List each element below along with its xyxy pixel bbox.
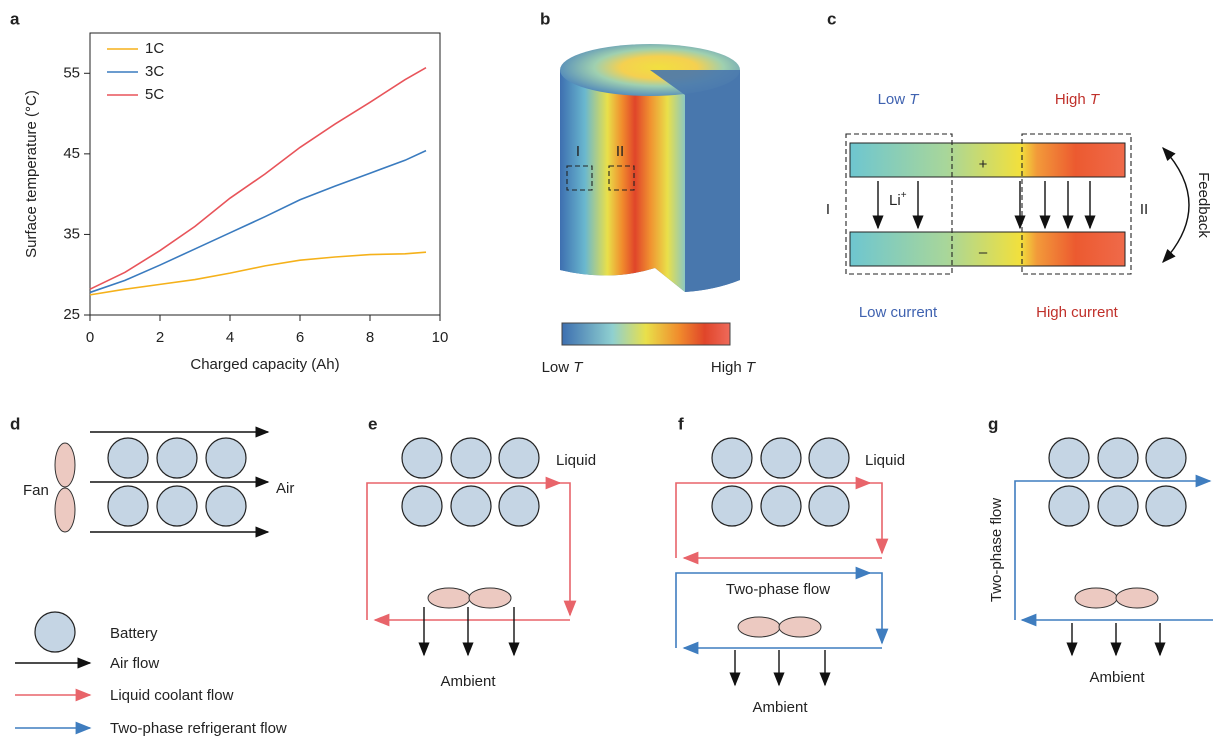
legend-label: 3C (145, 63, 164, 80)
legend-label: Liquid coolant flow (110, 687, 234, 704)
hybrid-cooling (676, 438, 882, 685)
y-tick-label: 25 (63, 306, 80, 323)
x-tick-label: 10 (432, 329, 449, 346)
two-phase-cooling (1015, 438, 1213, 655)
high-current: High current (1036, 304, 1119, 321)
panel-label: a (10, 9, 20, 28)
air-cooling (55, 432, 268, 532)
flow-label: Two-phase flow (726, 581, 830, 598)
liquid-cooling (367, 438, 570, 655)
y-tick-label: 35 (63, 225, 80, 242)
series-line (90, 68, 426, 290)
x-axis-label: Charged capacity (Ah) (190, 356, 339, 373)
legend-label: Battery (110, 625, 158, 642)
ion-label: Li+ (889, 190, 907, 209)
ambient-label: Ambient (1089, 669, 1145, 686)
medium-label: Liquid (556, 452, 596, 469)
ambient-label: Ambient (440, 673, 496, 690)
plus-sign: + (979, 156, 988, 173)
low-t: Low T (878, 91, 921, 108)
x-tick-label: 0 (86, 329, 94, 346)
region-label: II (1140, 201, 1148, 218)
high-t: High T (1055, 91, 1101, 108)
figure: a Charged capacity (Ah) Surface temperat… (0, 0, 1213, 739)
panel-label: c (827, 9, 836, 28)
medium-label: Liquid (865, 452, 905, 469)
legend-label: Two-phase refrigerant flow (110, 720, 287, 737)
region-label: I (826, 201, 830, 218)
positive-electrode (850, 143, 1125, 177)
colorbar (562, 323, 730, 345)
negative-electrode (850, 232, 1125, 266)
panel-label: g (988, 414, 998, 433)
panel-label: e (368, 414, 377, 433)
legend-label: 5C (145, 86, 164, 103)
x-tick-label: 8 (366, 329, 374, 346)
fan-label: Fan (23, 482, 49, 499)
ambient-label: Ambient (752, 699, 808, 716)
panel-label: d (10, 414, 20, 433)
low-current: Low current (859, 304, 938, 321)
flow-label: Two-phase flow (988, 498, 1005, 602)
legend-keys (15, 612, 90, 728)
series-line (90, 151, 426, 293)
region-label: I (576, 143, 580, 160)
panel-label: b (540, 9, 550, 28)
colorbar-low: Low T (542, 359, 585, 376)
legend-label: Air flow (110, 655, 159, 672)
minus-sign: – (979, 244, 988, 261)
x-tick-label: 4 (226, 329, 234, 346)
legend-label: 1C (145, 40, 164, 57)
panel-label: f (678, 414, 684, 433)
feedback-label: Feedback (1195, 172, 1212, 238)
air-label: Air (276, 480, 294, 497)
region-label: II (616, 143, 624, 160)
y-tick-label: 45 (63, 145, 80, 162)
x-tick-label: 6 (296, 329, 304, 346)
cylinder (560, 44, 740, 292)
y-tick-label: 55 (63, 64, 80, 81)
colorbar-high: High T (711, 359, 757, 376)
y-axis-label: Surface temperature (°C) (23, 90, 40, 258)
x-tick-label: 2 (156, 329, 164, 346)
